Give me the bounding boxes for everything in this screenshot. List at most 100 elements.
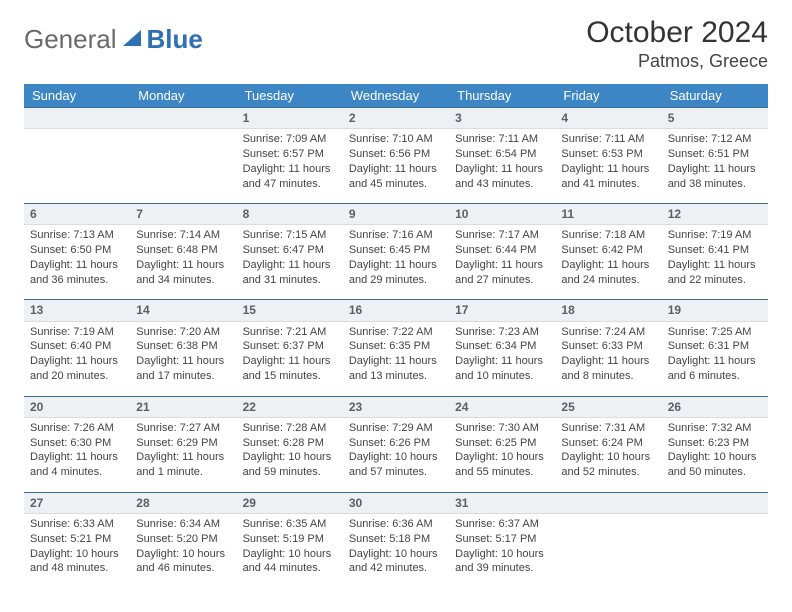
daylight-text: Daylight: 10 hours and 57 minutes. [349,450,443,480]
day-details: Sunrise: 7:32 AMSunset: 6:23 PMDaylight:… [662,418,768,492]
day-number: 9 [343,204,449,224]
day-details: Sunrise: 7:23 AMSunset: 6:34 PMDaylight:… [449,322,555,396]
calendar-cell: 11 Sunrise: 7:18 AMSunset: 6:42 PMDayligh… [555,203,661,299]
day-number-row: 15 [237,299,343,321]
day-details: Sunrise: 7:20 AMSunset: 6:38 PMDaylight:… [130,322,236,396]
day-number-row: 26 [662,396,768,418]
calendar-cell: 27Sunrise: 6:33 AMSunset: 5:21 PMDayligh… [24,492,130,588]
day-number: 6 [24,204,130,224]
daylight-text: Daylight: 11 hours and 36 minutes. [30,258,124,288]
title-block: October 2024 Patmos, Greece [586,16,768,72]
brand-logo: General Blue [24,16,203,55]
sunrise-text: Sunrise: 6:33 AM [30,517,124,532]
day-number-row: 16 [343,299,449,321]
sunrise-text: Sunrise: 7:11 AM [561,132,655,147]
sunrise-text: Sunrise: 6:37 AM [455,517,549,532]
calendar-cell: 6Sunrise: 7:13 AMSunset: 6:50 PMDaylight… [24,203,130,299]
daylight-text: Daylight: 11 hours and 24 minutes. [561,258,655,288]
day-number-row: 31 [449,492,555,514]
daylight-text: Daylight: 11 hours and 29 minutes. [349,258,443,288]
day-number-row: 22 [237,396,343,418]
page: General Blue October 2024 Patmos, Greece… [0,0,792,588]
daylight-text: Daylight: 11 hours and 41 minutes. [561,162,655,192]
sail-icon [119,24,145,55]
sunset-text: Sunset: 6:57 PM [243,147,337,162]
day-details: Sunrise: 7:19 AMSunset: 6:41 PMDaylight:… [662,225,768,299]
sunset-text: Sunset: 5:19 PM [243,532,337,547]
sunrise-text: Sunrise: 7:12 AM [668,132,762,147]
calendar-week: 1Sunrise: 7:09 AMSunset: 6:57 PMDaylight… [24,107,768,203]
calendar-cell [24,107,130,203]
sunrise-text: Sunrise: 7:18 AM [561,228,655,243]
calendar-cell: 1Sunrise: 7:09 AMSunset: 6:57 PMDaylight… [237,107,343,203]
sunset-text: Sunset: 6:37 PM [243,339,337,354]
day-header: Tuesday [237,84,343,107]
day-details: Sunrise: 7:09 AMSunset: 6:57 PMDaylight:… [237,129,343,203]
day-number: 29 [237,493,343,513]
day-number-row: 11 [555,203,661,225]
sunrise-text: Sunrise: 6:36 AM [349,517,443,532]
sunset-text: Sunset: 5:17 PM [455,532,549,547]
sunset-text: Sunset: 6:25 PM [455,436,549,451]
daylight-text: Daylight: 10 hours and 48 minutes. [30,547,124,577]
daylight-text: Daylight: 11 hours and 4 minutes. [30,450,124,480]
day-details: Sunrise: 7:27 AMSunset: 6:29 PMDaylight:… [130,418,236,492]
sunset-text: Sunset: 6:30 PM [30,436,124,451]
daylight-text: Daylight: 10 hours and 59 minutes. [243,450,337,480]
sunrise-text: Sunrise: 7:19 AM [30,325,124,340]
day-number-row: 1 [237,107,343,129]
calendar-week: 6Sunrise: 7:13 AMSunset: 6:50 PMDaylight… [24,203,768,299]
day-number-row: 14 [130,299,236,321]
calendar-week: 20Sunrise: 7:26 AMSunset: 6:30 PMDayligh… [24,396,768,492]
daylight-text: Daylight: 11 hours and 20 minutes. [30,354,124,384]
sunset-text: Sunset: 6:41 PM [668,243,762,258]
calendar-cell: 24Sunrise: 7:30 AMSunset: 6:25 PMDayligh… [449,396,555,492]
daylight-text: Daylight: 11 hours and 47 minutes. [243,162,337,192]
daylight-text: Daylight: 10 hours and 44 minutes. [243,547,337,577]
sunrise-text: Sunrise: 7:15 AM [243,228,337,243]
day-header: Friday [555,84,661,107]
day-details: Sunrise: 6:37 AMSunset: 5:17 PMDaylight:… [449,514,555,588]
calendar-cell: 8Sunrise: 7:15 AMSunset: 6:47 PMDaylight… [237,203,343,299]
calendar-cell: 18Sunrise: 7:24 AMSunset: 6:33 PMDayligh… [555,299,661,395]
sunset-text: Sunset: 6:50 PM [30,243,124,258]
sunset-text: Sunset: 6:48 PM [136,243,230,258]
day-number: 11 [555,204,661,224]
day-number-row: 8 [237,203,343,225]
day-number: 15 [237,300,343,320]
calendar-cell: 4Sunrise: 7:11 AMSunset: 6:53 PMDaylight… [555,107,661,203]
sunset-text: Sunset: 6:40 PM [30,339,124,354]
calendar-week: 13Sunrise: 7:19 AMSunset: 6:40 PMDayligh… [24,299,768,395]
day-number-row: 18 [555,299,661,321]
day-number: 28 [130,493,236,513]
sunrise-text: Sunrise: 7:27 AM [136,421,230,436]
daylight-text: Daylight: 11 hours and 15 minutes. [243,354,337,384]
daylight-text: Daylight: 11 hours and 17 minutes. [136,354,230,384]
daylight-text: Daylight: 10 hours and 42 minutes. [349,547,443,577]
calendar-cell: 12Sunrise: 7:19 AMSunset: 6:41 PMDayligh… [662,203,768,299]
day-number-row: 7 [130,203,236,225]
daylight-text: Daylight: 11 hours and 38 minutes. [668,162,762,192]
sunset-text: Sunset: 5:21 PM [30,532,124,547]
day-details: Sunrise: 7:31 AMSunset: 6:24 PMDaylight:… [555,418,661,492]
day-number: 19 [662,300,768,320]
daylight-text: Daylight: 11 hours and 1 minute. [136,450,230,480]
sunset-text: Sunset: 6:42 PM [561,243,655,258]
calendar-table: SundayMondayTuesdayWednesdayThursdayFrid… [24,84,768,588]
day-number-row: 25 [555,396,661,418]
location: Patmos, Greece [586,51,768,72]
calendar-body: 1Sunrise: 7:09 AMSunset: 6:57 PMDaylight… [24,107,768,588]
calendar-cell: 29Sunrise: 6:35 AMSunset: 5:19 PMDayligh… [237,492,343,588]
sunrise-text: Sunrise: 7:14 AM [136,228,230,243]
day-number: 14 [130,300,236,320]
day-details: Sunrise: 7:25 AMSunset: 6:31 PMDaylight:… [662,322,768,396]
day-number: 12 [662,204,768,224]
day-number: 30 [343,493,449,513]
day-details: Sunrise: 7:14 AMSunset: 6:48 PMDaylight:… [130,225,236,299]
calendar-cell: 15Sunrise: 7:21 AMSunset: 6:37 PMDayligh… [237,299,343,395]
sunset-text: Sunset: 6:53 PM [561,147,655,162]
sunrise-text: Sunrise: 7:10 AM [349,132,443,147]
sunset-text: Sunset: 6:45 PM [349,243,443,258]
day-number-row: 21 [130,396,236,418]
day-number: 26 [662,397,768,417]
